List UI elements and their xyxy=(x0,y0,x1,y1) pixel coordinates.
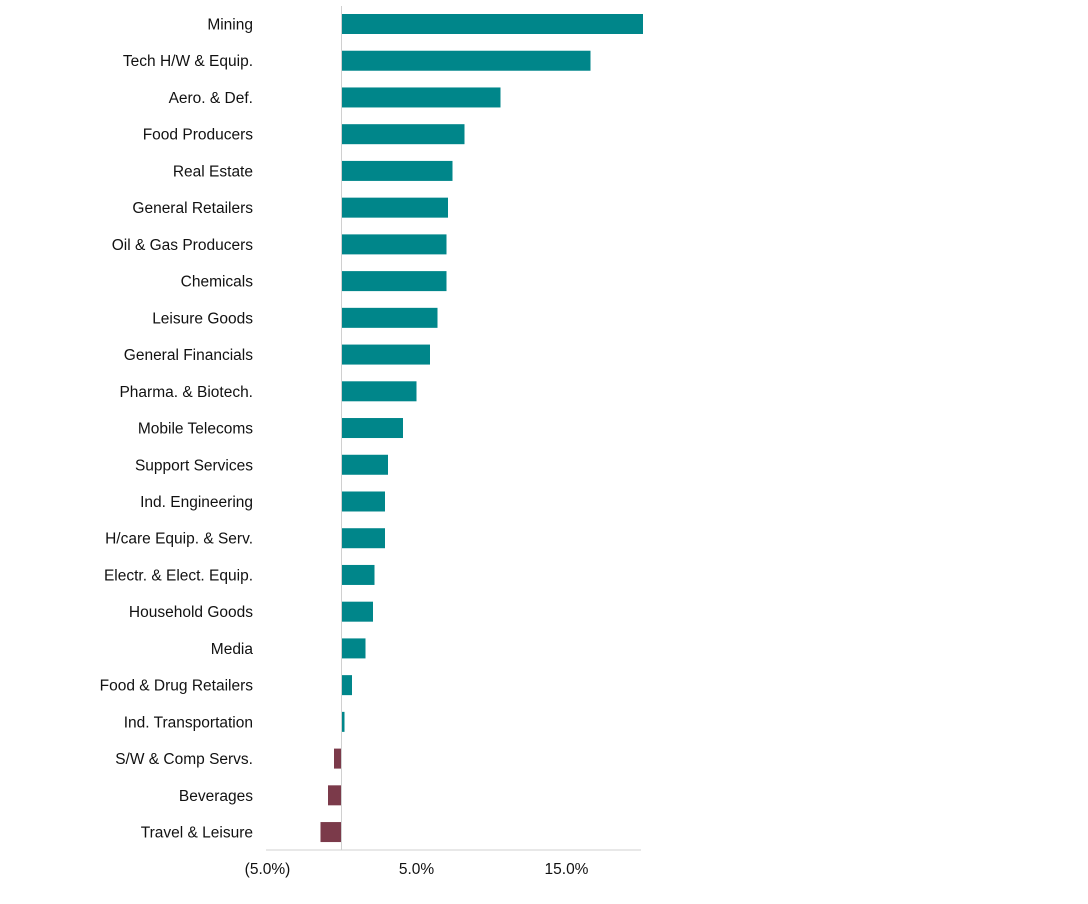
bar-6 xyxy=(341,234,447,255)
x-tick-label: (5.0%) xyxy=(245,861,291,878)
bar-5 xyxy=(341,197,448,218)
bar-17 xyxy=(341,638,366,659)
category-label: Beverages xyxy=(179,788,253,805)
bar-19 xyxy=(341,711,345,732)
category-label: Household Goods xyxy=(129,604,253,621)
axis-layer: (5.0%) 5.0% 15.0% xyxy=(245,6,641,878)
category-label: Food & Drug Retailers xyxy=(100,678,254,695)
bar-7 xyxy=(341,271,447,292)
category-label: General Retailers xyxy=(132,200,253,217)
bar-3 xyxy=(341,124,465,145)
category-label: Mobile Telecoms xyxy=(138,421,253,438)
bar-4 xyxy=(341,160,453,181)
category-labels-layer: Mining Tech H/W & Equip. Aero. & Def. Food … xyxy=(100,17,254,842)
bar-13 xyxy=(341,491,385,512)
category-label: Travel & Leisure xyxy=(141,825,253,842)
bar-12 xyxy=(341,454,388,475)
bar-16 xyxy=(341,601,373,622)
bar-9 xyxy=(341,344,430,365)
bar-8 xyxy=(341,307,438,328)
category-label: H/care Equip. & Serv. xyxy=(105,531,253,548)
category-label: Real Estate xyxy=(173,163,253,180)
category-label: General Financials xyxy=(124,347,253,364)
category-label: Chemicals xyxy=(181,274,254,291)
bar-15 xyxy=(341,564,375,585)
category-label: Food Producers xyxy=(143,127,254,144)
category-label: Pharma. & Biotech. xyxy=(119,384,253,401)
category-label: S/W & Comp Servs. xyxy=(115,751,253,768)
x-tick-label: 15.0% xyxy=(545,861,589,878)
bar-0 xyxy=(341,14,643,34)
category-label: Support Services xyxy=(135,457,253,474)
category-label: Mining xyxy=(207,17,253,34)
bar-22 xyxy=(320,822,342,843)
bar-20 xyxy=(334,748,342,769)
category-label: Electr. & Elect. Equip. xyxy=(104,567,253,584)
bar-10 xyxy=(341,381,417,402)
category-label: Ind. Transportation xyxy=(124,714,253,731)
bar-1 xyxy=(341,50,591,71)
category-label: Tech H/W & Equip. xyxy=(123,53,253,70)
bar-11 xyxy=(341,418,403,439)
bar-2 xyxy=(341,87,501,108)
bars-layer xyxy=(320,14,643,843)
x-tick-label: 5.0% xyxy=(399,861,435,878)
bar-21 xyxy=(328,785,342,806)
category-label: Media xyxy=(211,641,254,658)
category-label: Ind. Engineering xyxy=(140,494,253,511)
category-label: Leisure Goods xyxy=(152,310,253,327)
category-label: Oil & Gas Producers xyxy=(112,237,254,254)
bar-18 xyxy=(341,675,352,696)
bar-14 xyxy=(341,528,385,549)
category-label: Aero. & Def. xyxy=(169,90,253,107)
